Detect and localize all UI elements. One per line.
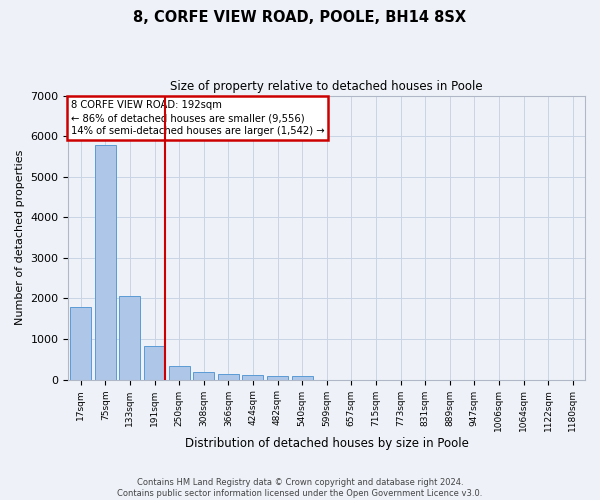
Bar <box>95 145 116 380</box>
Bar <box>119 296 140 380</box>
X-axis label: Distribution of detached houses by size in Poole: Distribution of detached houses by size … <box>185 437 469 450</box>
Bar <box>292 376 313 380</box>
Bar <box>267 376 288 380</box>
Y-axis label: Number of detached properties: Number of detached properties <box>15 150 25 326</box>
Bar <box>193 372 214 380</box>
Text: 8, CORFE VIEW ROAD, POOLE, BH14 8SX: 8, CORFE VIEW ROAD, POOLE, BH14 8SX <box>133 10 467 25</box>
Bar <box>242 375 263 380</box>
Bar <box>70 308 91 380</box>
Bar <box>218 374 239 380</box>
Text: Contains HM Land Registry data © Crown copyright and database right 2024.
Contai: Contains HM Land Registry data © Crown c… <box>118 478 482 498</box>
Title: Size of property relative to detached houses in Poole: Size of property relative to detached ho… <box>170 80 483 93</box>
Text: 8 CORFE VIEW ROAD: 192sqm
← 86% of detached houses are smaller (9,556)
14% of se: 8 CORFE VIEW ROAD: 192sqm ← 86% of detac… <box>71 100 325 136</box>
Bar <box>144 346 165 380</box>
Bar <box>169 366 190 380</box>
